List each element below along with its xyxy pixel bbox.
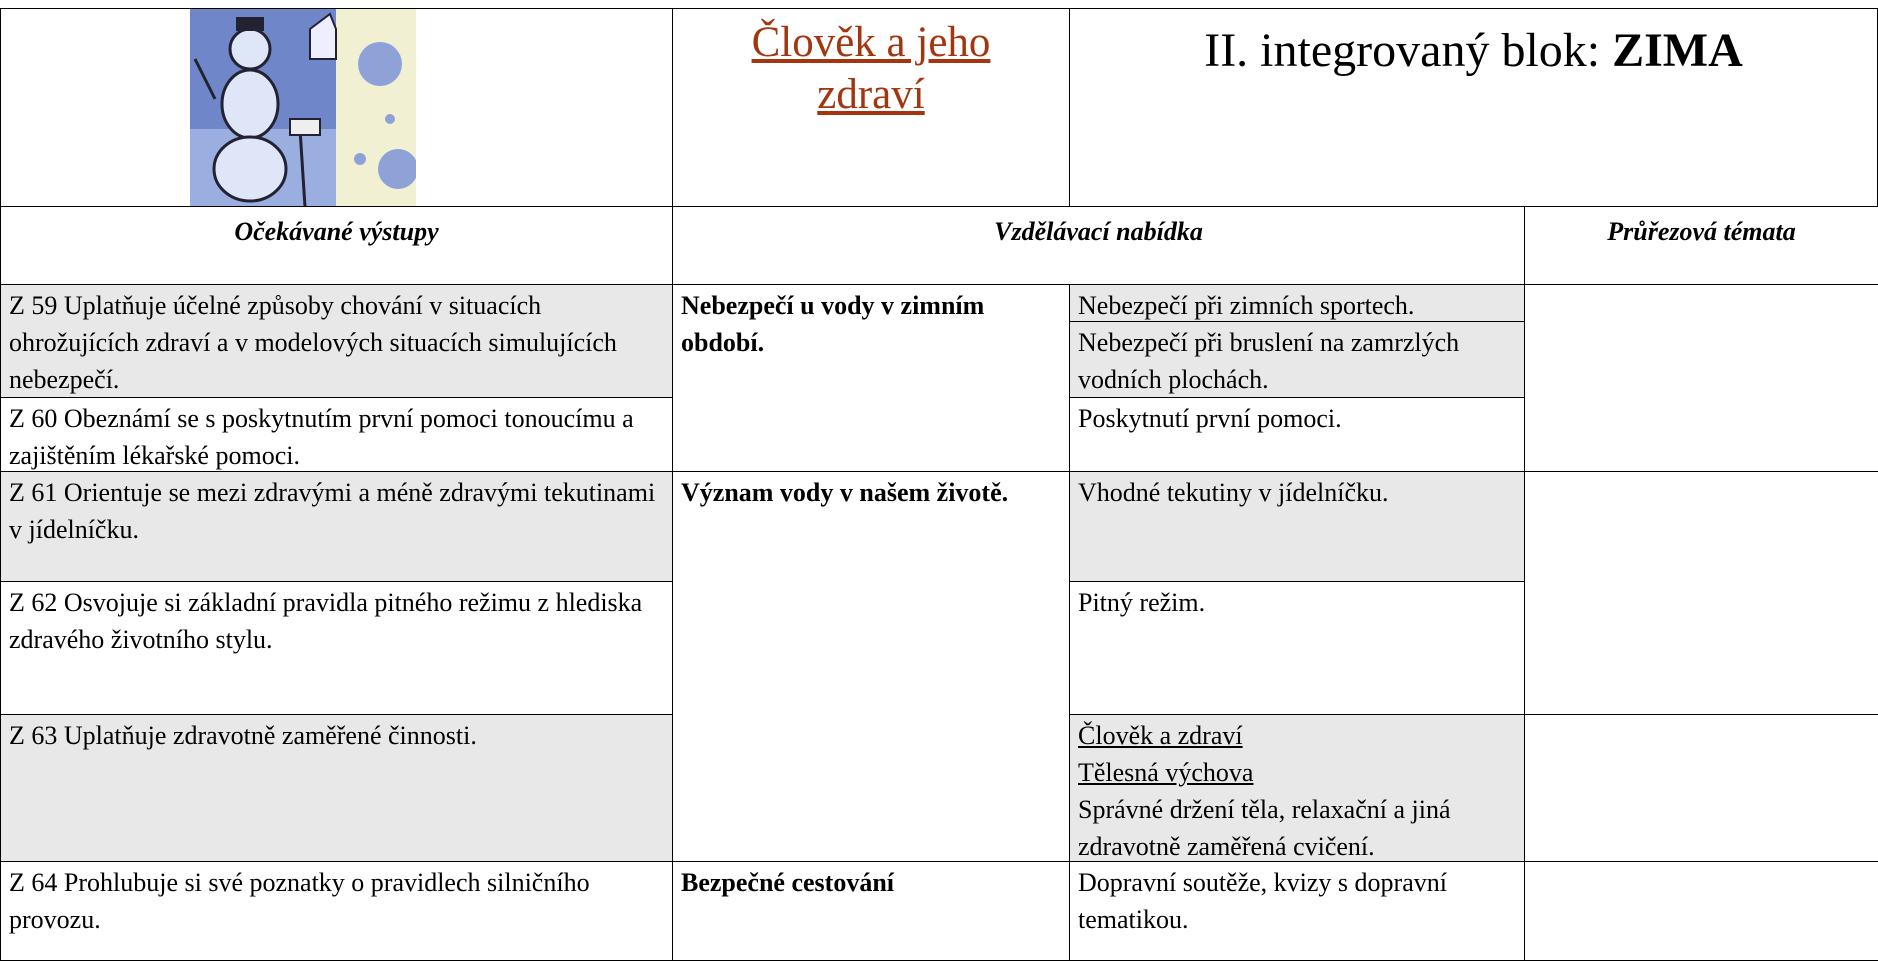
block-title: II. integrovaný blok: ZIMA: [1069, 8, 1878, 207]
offer-link: Člověk a zdraví: [1078, 721, 1243, 750]
column-header: Vzdělávací nabídka: [672, 206, 1525, 285]
cross-topic-cell: [1524, 861, 1878, 961]
offer-text: Pitný režim.: [1078, 588, 1206, 617]
learning-output: Z 60 Obeznámí se s poskytnutím první pom…: [0, 397, 673, 472]
offer-text: Nebezpečí při bruslení na zamrzlých vodn…: [1078, 328, 1460, 394]
learning-output: Z 63 Uplatňuje zdravotně zaměřené činnos…: [0, 714, 673, 862]
cross-topic-cell: [1524, 284, 1878, 472]
block-name: ZIMA: [1612, 24, 1743, 77]
offer-link: Tělesná výchova: [1078, 758, 1254, 787]
learning-output: Z 59 Uplatňuje účelné způsoby chování v …: [0, 284, 673, 398]
subject-title: Člověk a jeho zdraví: [672, 8, 1070, 207]
offer-text: Dopravní soutěže, kvizy s dopravní temat…: [1078, 868, 1447, 934]
learning-output: Z 64 Prohlubuje si své poznatky o pravid…: [0, 861, 673, 961]
block-prefix: II. integrovaný blok:: [1204, 24, 1601, 77]
offer: Nebezpečí při bruslení na zamrzlých vodn…: [1069, 321, 1525, 398]
column-header: Očekávané výstupy: [0, 206, 673, 285]
offer-text: Vhodné tekutiny v jídelníčku.: [1078, 478, 1389, 507]
learning-output: Z 61 Orientuje se mezi zdravými a méně z…: [0, 471, 673, 582]
offer: Nebezpečí při zimních sportech.: [1069, 284, 1525, 322]
column-header: Průřezová témata: [1524, 206, 1878, 285]
page: Člověk a jeho zdraví II. integrovaný blo…: [0, 8, 1878, 961]
offer-text: Správné držení těla, relaxační a jiná zd…: [1078, 795, 1451, 861]
topic: Význam vody v našem životě.: [672, 471, 1070, 862]
cross-topic-cell: [1524, 714, 1878, 862]
offer: Pitný režim.: [1069, 581, 1525, 715]
image-cell: [0, 8, 673, 207]
offer-text: Poskytnutí první pomoci.: [1078, 404, 1342, 433]
cross-topic-cell: [1524, 471, 1878, 715]
winter-picture: [190, 9, 416, 206]
learning-output: Z 62 Osvojuje si základní pravidla pitné…: [0, 581, 673, 715]
offer: Člověk a zdraví Tělesná výchova Správné dr…: [1069, 714, 1525, 862]
topic: Nebezpečí u vody v zimním období.: [672, 284, 1070, 472]
offer: Dopravní soutěže, kvizy s dopravní temat…: [1069, 861, 1525, 961]
topic: Bezpečné cestování: [672, 861, 1070, 961]
offer: Poskytnutí první pomoci.: [1069, 397, 1525, 472]
offer: Vhodné tekutiny v jídelníčku.: [1069, 471, 1525, 582]
offer-text: Nebezpečí při zimních sportech.: [1078, 291, 1415, 320]
